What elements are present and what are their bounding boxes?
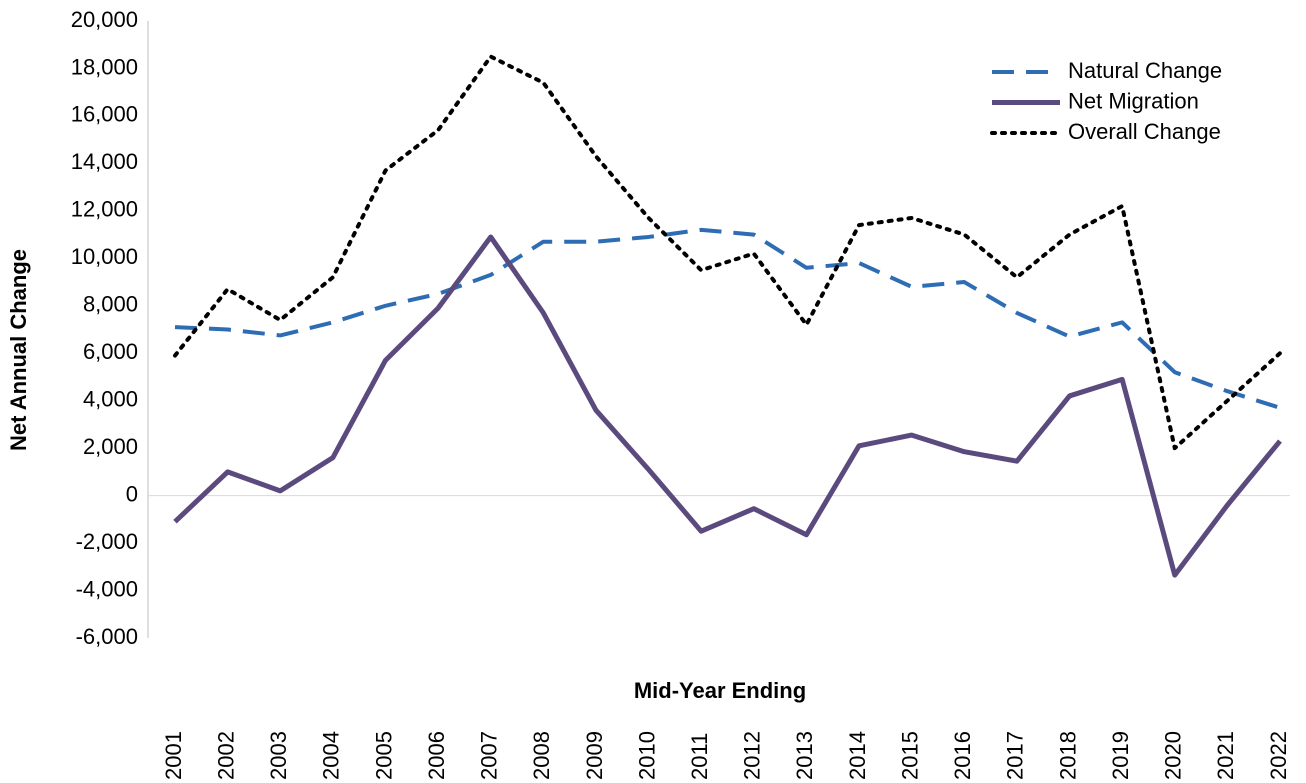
x-tick-label: 2015: [897, 731, 922, 780]
x-tick-label: 2021: [1213, 731, 1238, 780]
y-tick-label: 2,000: [83, 434, 138, 459]
y-tick-label: 0: [126, 481, 138, 506]
y-tick-label: -2,000: [76, 529, 138, 554]
y-tick-label: 12,000: [71, 197, 138, 222]
y-tick-label: -6,000: [76, 624, 138, 649]
x-tick-label: 2016: [950, 731, 975, 780]
x-tick-label: 2017: [1003, 731, 1028, 780]
x-tick-label: 2007: [477, 731, 502, 780]
legend-label: Net Migration: [1068, 88, 1199, 113]
x-tick-label: 2013: [792, 731, 817, 780]
x-tick-label: 2020: [1161, 731, 1186, 780]
x-tick-label: 2018: [1055, 731, 1080, 780]
x-tick-label: 2019: [1108, 731, 1133, 780]
y-tick-label: -4,000: [76, 576, 138, 601]
y-tick-label: 8,000: [83, 292, 138, 317]
x-tick-label: 2001: [161, 731, 186, 780]
x-axis-label: Mid-Year Ending: [634, 678, 806, 703]
y-tick-label: 10,000: [71, 244, 138, 269]
x-tick-label: 2014: [845, 731, 870, 780]
x-tick-label: 2022: [1266, 731, 1291, 780]
y-tick-label: 6,000: [83, 339, 138, 364]
x-tick-label: 2004: [319, 731, 344, 780]
y-axis-label: Net Annual Change: [6, 249, 31, 451]
x-tick-label: 2003: [266, 731, 291, 780]
legend-label: Overall Change: [1068, 119, 1221, 144]
x-tick-label: 2011: [687, 733, 712, 780]
y-tick-label: 4,000: [83, 387, 138, 412]
x-tick-label: 2009: [582, 731, 607, 780]
y-tick-label: 20,000: [71, 7, 138, 32]
series-line: [173, 234, 1282, 578]
y-tick-label: 16,000: [71, 102, 138, 127]
x-tick-label: 2006: [424, 731, 449, 780]
legend-label: Natural Change: [1068, 58, 1222, 83]
series-line: [173, 54, 1282, 451]
y-tick-label: 14,000: [71, 149, 138, 174]
x-tick-label: 2005: [371, 731, 396, 780]
x-tick-label: 2008: [529, 731, 554, 780]
x-tick-label: 2012: [740, 731, 765, 780]
x-tick-label: 2002: [213, 731, 238, 780]
y-tick-label: 18,000: [71, 54, 138, 79]
series-line: [174, 227, 1281, 410]
x-tick-label: 2010: [634, 731, 659, 780]
